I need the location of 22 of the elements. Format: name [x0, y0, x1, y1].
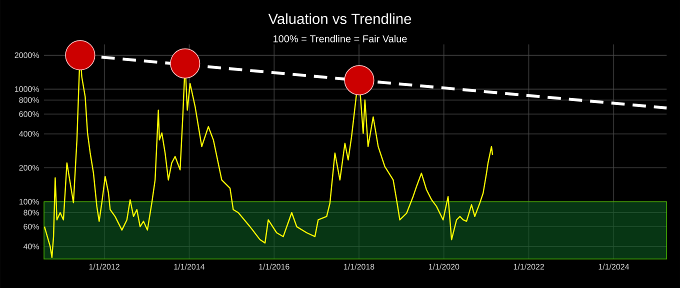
y-tick-label: 2000%	[14, 52, 40, 58]
y-tick-label: 1000%	[15, 86, 40, 92]
y-tick-label: 100%	[19, 198, 40, 205]
y-tick-label: 80%	[24, 210, 40, 216]
y-tick-label: 400%	[19, 131, 40, 137]
x-tick-label: 1/1/2024	[598, 264, 630, 270]
chart-subtitle: 100% = Trendline = Fair Value	[274, 34, 407, 42]
x-tick-label: 1/1/2022	[514, 264, 544, 270]
x-tick-label: 1/1/2014	[174, 264, 205, 270]
x-tick-label: 1/1/2016	[259, 264, 290, 270]
y-tick-label: 60%	[24, 224, 40, 230]
y-tick-label: 600%	[19, 111, 40, 117]
x-tick-label: 1/1/2018	[344, 264, 374, 270]
point	[344, 65, 374, 96]
point	[170, 48, 200, 79]
x-tick-label: 1/1/2012	[89, 264, 120, 270]
x-tick-label: 1/1/2020	[428, 264, 460, 270]
chart-title: Valuation vs Trendline	[268, 13, 412, 24]
y-tick-label: 800%	[19, 97, 40, 103]
point	[65, 40, 96, 70]
y-tick-label: 200%	[19, 164, 40, 171]
y-tick-label: 40%	[23, 244, 40, 250]
